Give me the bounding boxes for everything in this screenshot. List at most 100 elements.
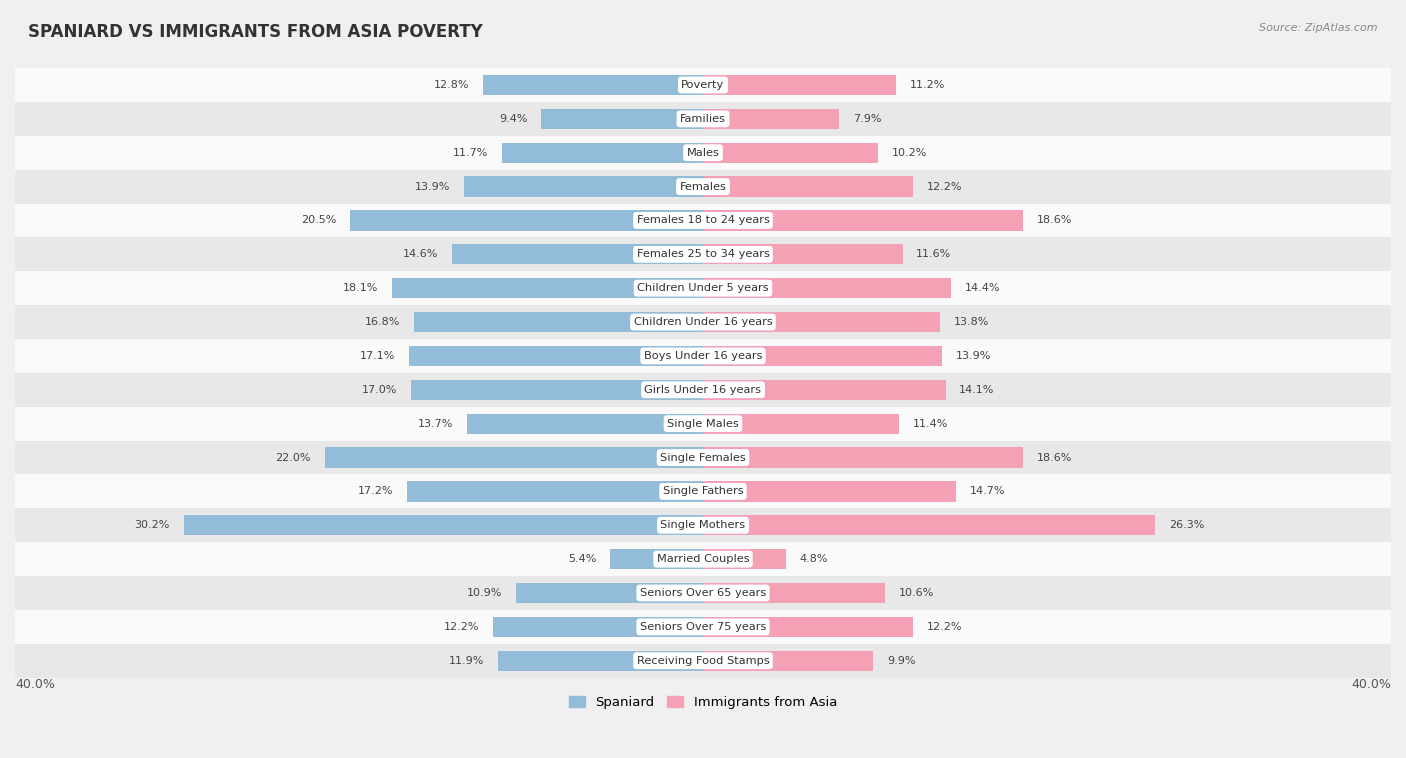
Bar — [516, 583, 703, 603]
Bar — [15, 576, 1391, 610]
Bar — [703, 380, 945, 400]
Text: 13.7%: 13.7% — [418, 418, 454, 429]
Bar — [15, 644, 1391, 678]
Bar — [15, 542, 1391, 576]
Text: 11.4%: 11.4% — [912, 418, 948, 429]
Text: 11.7%: 11.7% — [453, 148, 488, 158]
Text: Married Couples: Married Couples — [657, 554, 749, 564]
Text: Families: Families — [681, 114, 725, 124]
Bar — [482, 75, 703, 96]
Text: Children Under 5 years: Children Under 5 years — [637, 283, 769, 293]
Text: Single Females: Single Females — [661, 453, 745, 462]
Bar — [703, 312, 941, 332]
Bar — [703, 549, 786, 569]
Bar — [703, 210, 1024, 230]
Bar — [411, 380, 703, 400]
Bar — [703, 481, 956, 502]
Bar — [451, 244, 703, 265]
Bar — [703, 414, 898, 434]
Bar — [15, 407, 1391, 440]
Bar — [703, 244, 903, 265]
Text: 14.4%: 14.4% — [965, 283, 1000, 293]
Bar — [467, 414, 703, 434]
Bar — [15, 610, 1391, 644]
Text: 14.1%: 14.1% — [959, 385, 994, 395]
Bar — [541, 108, 703, 129]
Text: 5.4%: 5.4% — [568, 554, 596, 564]
Text: 30.2%: 30.2% — [135, 520, 170, 531]
Text: 10.6%: 10.6% — [898, 588, 935, 598]
Text: Poverty: Poverty — [682, 80, 724, 90]
Text: Receiving Food Stamps: Receiving Food Stamps — [637, 656, 769, 666]
Text: 12.2%: 12.2% — [927, 182, 962, 192]
Text: 10.9%: 10.9% — [467, 588, 502, 598]
Bar — [325, 447, 703, 468]
Bar — [610, 549, 703, 569]
Bar — [464, 177, 703, 197]
Bar — [15, 170, 1391, 204]
Text: 17.0%: 17.0% — [361, 385, 396, 395]
Text: 17.2%: 17.2% — [359, 487, 394, 496]
Bar — [494, 617, 703, 637]
Text: 13.8%: 13.8% — [955, 317, 990, 327]
Text: 9.4%: 9.4% — [499, 114, 527, 124]
Bar — [413, 312, 703, 332]
Bar — [703, 346, 942, 366]
Bar — [703, 75, 896, 96]
Text: 16.8%: 16.8% — [366, 317, 401, 327]
Bar — [703, 278, 950, 299]
Bar — [703, 515, 1156, 535]
Text: Girls Under 16 years: Girls Under 16 years — [644, 385, 762, 395]
Bar — [15, 509, 1391, 542]
Bar — [184, 515, 703, 535]
Text: 4.8%: 4.8% — [800, 554, 828, 564]
Text: Seniors Over 65 years: Seniors Over 65 years — [640, 588, 766, 598]
Bar — [15, 68, 1391, 102]
Text: Females 18 to 24 years: Females 18 to 24 years — [637, 215, 769, 225]
Bar — [15, 373, 1391, 407]
Bar — [15, 204, 1391, 237]
Text: Seniors Over 75 years: Seniors Over 75 years — [640, 622, 766, 632]
Text: 26.3%: 26.3% — [1170, 520, 1205, 531]
Text: 11.9%: 11.9% — [449, 656, 485, 666]
Bar — [15, 102, 1391, 136]
Text: Females 25 to 34 years: Females 25 to 34 years — [637, 249, 769, 259]
Bar — [703, 617, 912, 637]
Bar — [703, 108, 839, 129]
Bar — [15, 237, 1391, 271]
Text: SPANIARD VS IMMIGRANTS FROM ASIA POVERTY: SPANIARD VS IMMIGRANTS FROM ASIA POVERTY — [28, 23, 482, 41]
Bar — [703, 447, 1024, 468]
Bar — [502, 143, 703, 163]
Bar — [350, 210, 703, 230]
Bar — [15, 271, 1391, 305]
Legend: Spaniard, Immigrants from Asia: Spaniard, Immigrants from Asia — [564, 691, 842, 714]
Text: 12.2%: 12.2% — [444, 622, 479, 632]
Bar — [498, 650, 703, 671]
Text: 14.7%: 14.7% — [970, 487, 1005, 496]
Bar — [15, 440, 1391, 475]
Text: 12.2%: 12.2% — [927, 622, 962, 632]
Text: 40.0%: 40.0% — [15, 678, 55, 691]
Bar — [703, 583, 886, 603]
Bar — [409, 346, 703, 366]
Text: 13.9%: 13.9% — [415, 182, 450, 192]
Text: 11.6%: 11.6% — [917, 249, 952, 259]
Text: Single Mothers: Single Mothers — [661, 520, 745, 531]
Text: Males: Males — [686, 148, 720, 158]
Bar — [15, 305, 1391, 339]
Text: Single Fathers: Single Fathers — [662, 487, 744, 496]
Text: Children Under 16 years: Children Under 16 years — [634, 317, 772, 327]
Text: 20.5%: 20.5% — [301, 215, 336, 225]
Bar — [703, 143, 879, 163]
Text: 18.6%: 18.6% — [1036, 453, 1071, 462]
Text: Single Males: Single Males — [666, 418, 740, 429]
Text: 17.1%: 17.1% — [360, 351, 395, 361]
Text: Source: ZipAtlas.com: Source: ZipAtlas.com — [1260, 23, 1378, 33]
Text: 18.1%: 18.1% — [343, 283, 378, 293]
Text: 7.9%: 7.9% — [852, 114, 882, 124]
Bar — [15, 136, 1391, 170]
Bar — [703, 177, 912, 197]
Text: 13.9%: 13.9% — [956, 351, 991, 361]
Bar — [15, 339, 1391, 373]
Text: 9.9%: 9.9% — [887, 656, 915, 666]
